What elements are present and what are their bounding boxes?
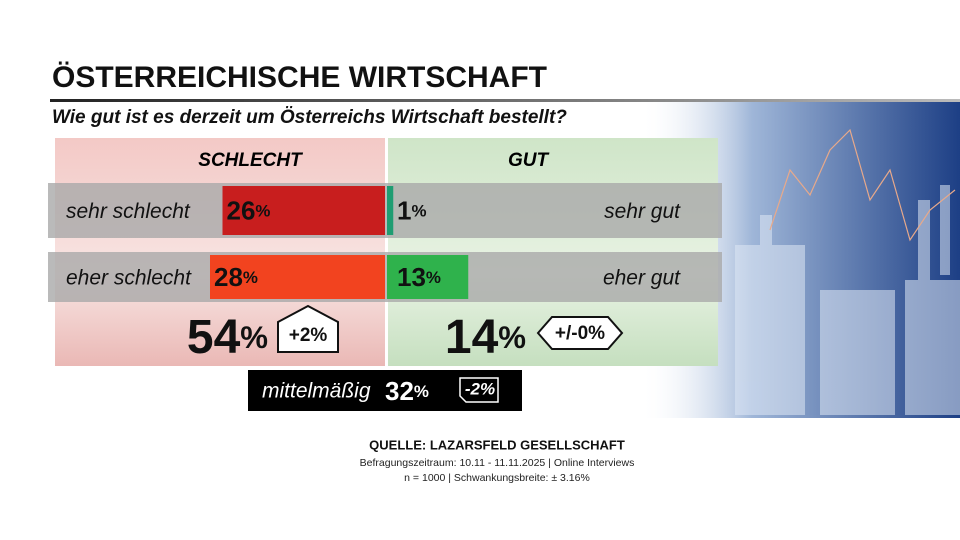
bar [387, 255, 469, 299]
positive-header: GUT [508, 150, 550, 171]
value-label: 1% [397, 195, 427, 225]
bar [210, 255, 385, 299]
change-label: +/-0% [555, 323, 605, 344]
subtitle: Wie gut ist es derzeit um Österreichs Wi… [52, 107, 567, 128]
value-label: 13% [397, 262, 441, 292]
source-title: QUELLE: LAZARSFELD GESELLSCHAFT [369, 437, 625, 452]
title-rule [50, 99, 960, 102]
value-label: 26% [227, 195, 271, 225]
total-label: 14% [445, 311, 526, 364]
neutral-name: mittelmäßig [262, 380, 371, 403]
row-label: eher schlecht [66, 267, 192, 290]
change-badge [459, 377, 499, 403]
title: ÖSTERREICHISCHE WIRTSCHAFT [52, 61, 547, 94]
change-label: +2% [289, 325, 328, 346]
source-line: n = 1000 | Schwankungsbreite: ± 3.16% [404, 472, 590, 484]
change-badge [277, 304, 339, 353]
row-label: sehr gut [604, 200, 681, 223]
source-line: Befragungszeitraum: 10.11 - 11.11.2025 |… [360, 457, 635, 469]
value-label: 28% [214, 262, 258, 292]
row-label: eher gut [603, 267, 681, 290]
total-label: 54% [187, 311, 268, 364]
bar [387, 186, 394, 235]
neutral-value: 32% [385, 376, 429, 406]
change-badge [536, 316, 624, 350]
bar [222, 186, 385, 235]
row-label: sehr schlecht [66, 200, 191, 223]
negative-header: SCHLECHT [198, 150, 303, 171]
change-label: -2% [465, 379, 495, 398]
